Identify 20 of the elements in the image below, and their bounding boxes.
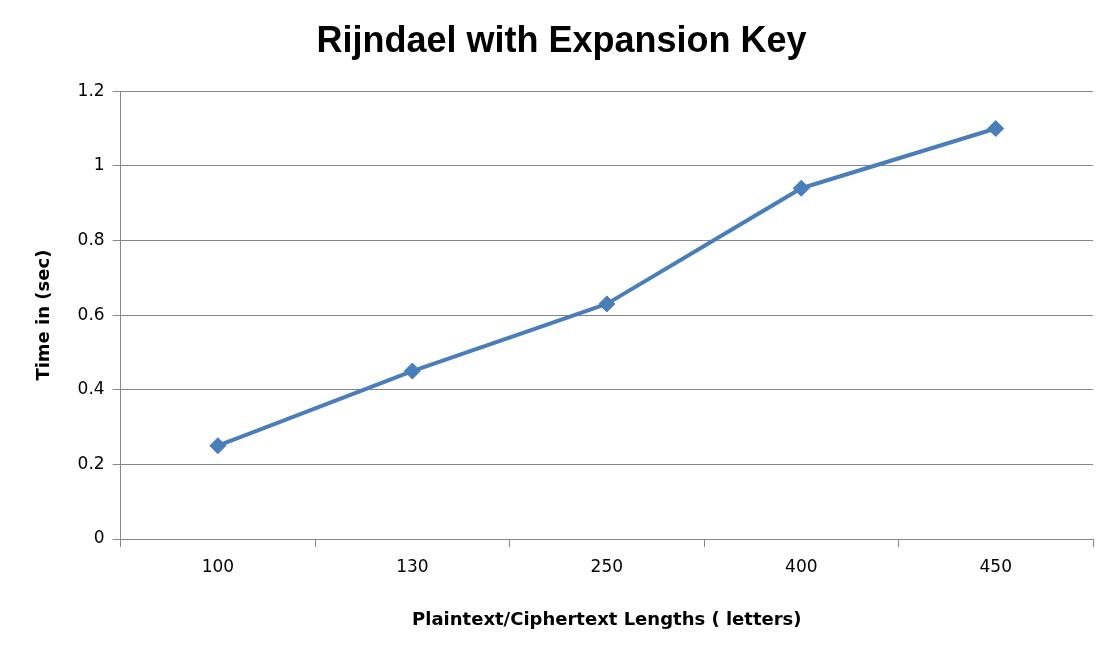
point <box>987 120 1005 138</box>
x-tick-label: 400 <box>785 555 818 576</box>
point <box>209 437 227 455</box>
y-tick-label: 0.2 <box>77 452 105 473</box>
point <box>792 179 810 197</box>
x-axis-title: Plaintext/Ciphertext Lengths ( letters) <box>412 607 802 629</box>
point <box>403 362 421 380</box>
y-tick-label: 0.4 <box>77 378 105 399</box>
x-tick-label: 250 <box>590 555 624 576</box>
y-tick-label: 1 <box>93 154 105 175</box>
y-tick-label: 0.8 <box>77 228 105 249</box>
y-tick-label: 0 <box>93 527 105 548</box>
x-tick-label: 450 <box>979 555 1012 576</box>
y-tick-label: 0.6 <box>77 303 105 324</box>
point <box>598 295 616 313</box>
y-axis-title: Time in (sec) <box>32 249 54 381</box>
x-tick-label: 100 <box>201 555 235 576</box>
chart-title: Rijndael with Expansion Key <box>316 18 807 60</box>
y-tick-label: 1.2 <box>77 79 105 100</box>
x-tick-label: 130 <box>396 555 429 576</box>
